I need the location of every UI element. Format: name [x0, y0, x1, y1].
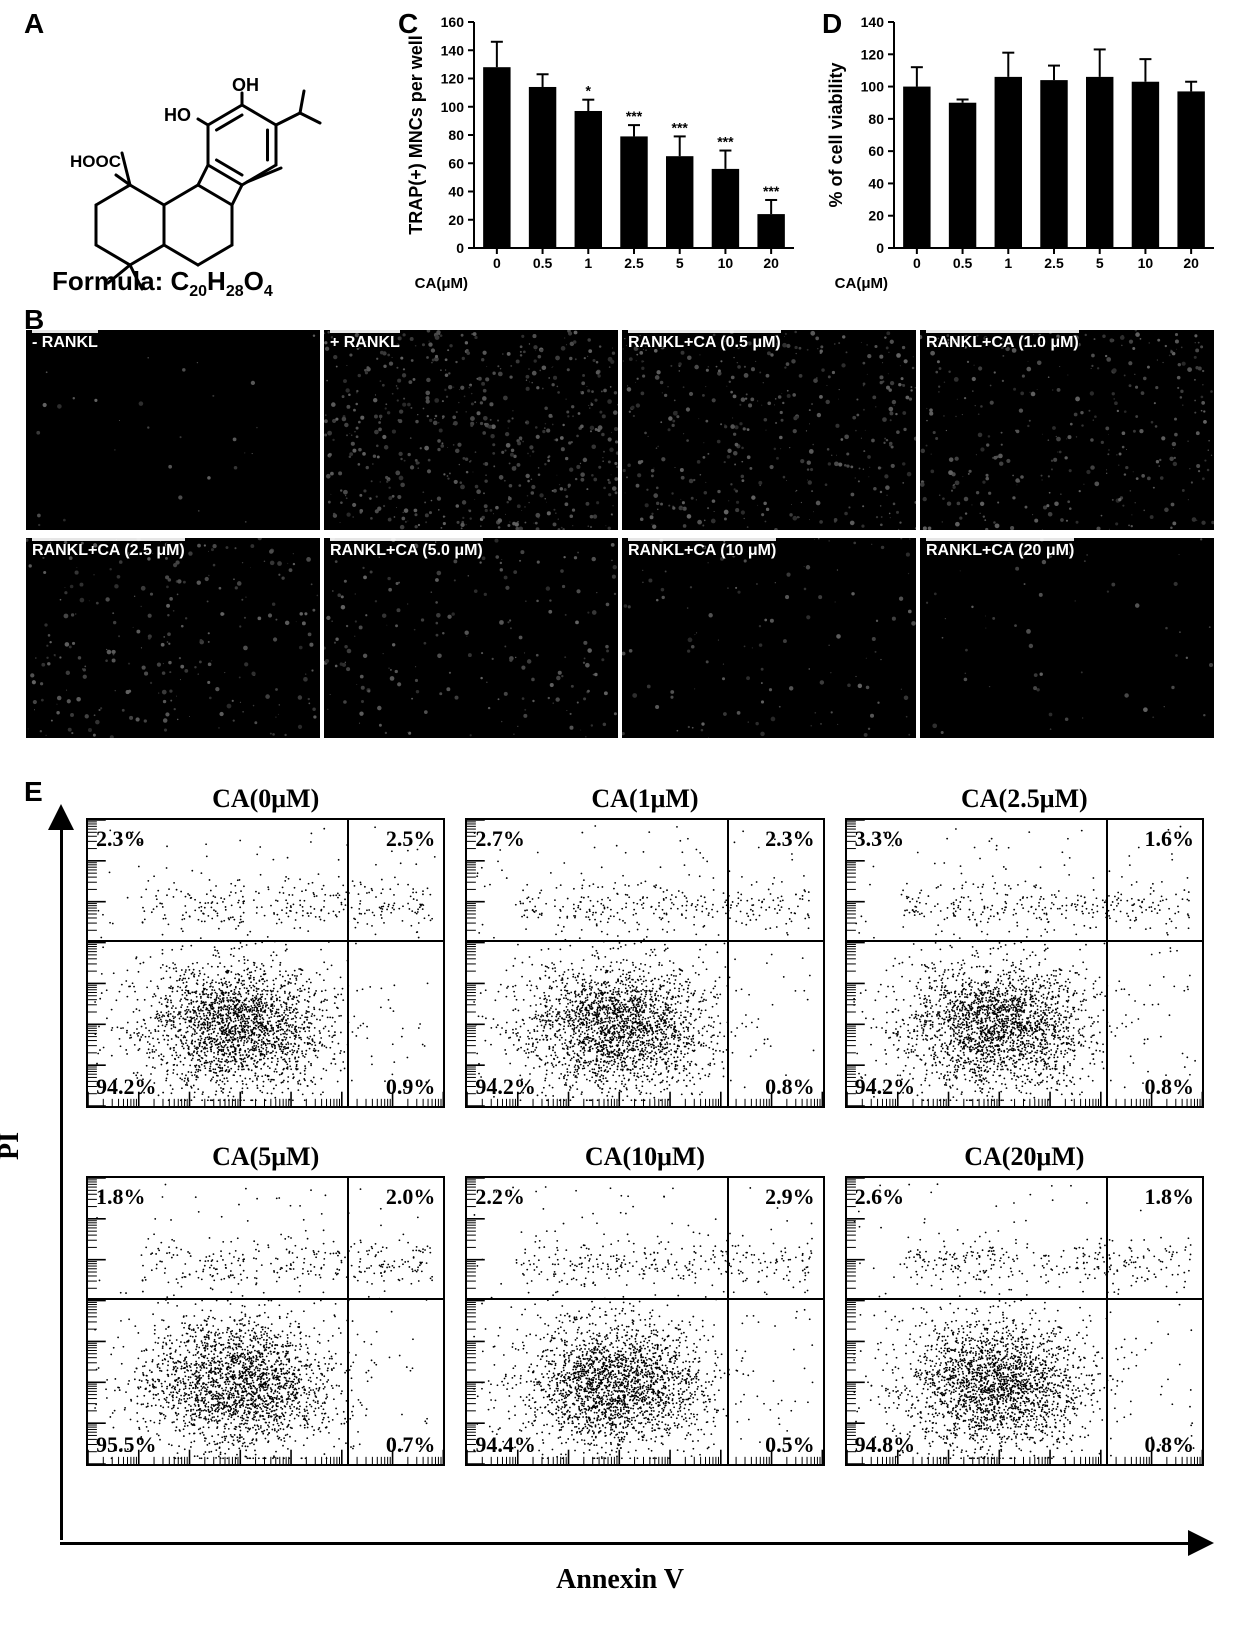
svg-text:OH: OH [232, 75, 259, 95]
micrograph-label-7: RANKL+CA (20 μM) [926, 542, 1074, 560]
svg-text:HO: HO [164, 105, 191, 125]
micrograph-label-6: RANKL+CA (10 μM) [628, 542, 776, 560]
flow-plot-3: CA(5μM) 1.8%2.0%95.5%0.7% [86, 1142, 445, 1482]
flow-box-1: 2.7%2.3%94.2%0.8% [465, 818, 824, 1108]
svg-text:0.5: 0.5 [953, 255, 973, 271]
micrograph-6: RANKL+CA (10 μM) [622, 538, 916, 738]
svg-text:20: 20 [448, 212, 464, 228]
micrograph-7: RANKL+CA (20 μM) [920, 538, 1214, 738]
svg-text:HOOC: HOOC [70, 152, 121, 171]
svg-text:% of cell viability: % of cell viability [826, 62, 846, 207]
flow-plot-5: CA(20μM) 2.6%1.8%94.8%0.8% [845, 1142, 1204, 1482]
formula-h: H [207, 266, 226, 296]
flow-title-1: CA(1μM) [465, 784, 824, 814]
svg-text:1: 1 [1004, 255, 1012, 271]
micrograph-4: RANKL+CA (2.5 μM) [26, 538, 320, 738]
svg-text:80: 80 [868, 111, 884, 127]
micrograph-2: RANKL+CA (0.5 μM) [622, 330, 916, 530]
micrograph-label-5: RANKL+CA (5.0 μM) [330, 542, 483, 560]
pi-axis-label: PI [0, 1132, 26, 1160]
pi-axis-arrowhead [48, 804, 74, 830]
panel-e-flowcytometry: CA(0μM) 2.3%2.5%94.2%0.9% CA(1μM) 2.7%2.3%9… [26, 784, 1214, 1482]
svg-text:0.5: 0.5 [533, 255, 553, 271]
flow-box-4: 2.2%2.9%94.4%0.5% [465, 1176, 824, 1466]
micrograph-3: RANKL+CA (1.0 μM) [920, 330, 1214, 530]
svg-text:0: 0 [456, 240, 464, 256]
svg-text:***: *** [672, 119, 689, 135]
panel-b-micrographs: - RANKL + RANKL RANKL+CA (0.5 μM) RANKL+CA … [26, 330, 1214, 738]
flow-plot-0: CA(0μM) 2.3%2.5%94.2%0.9% [86, 784, 445, 1124]
flow-title-2: CA(2.5μM) [845, 784, 1204, 814]
flow-box-0: 2.3%2.5%94.2%0.9% [86, 818, 445, 1108]
flow-box-2: 3.3%1.6%94.2%0.8% [845, 818, 1204, 1108]
svg-text:0: 0 [876, 240, 884, 256]
svg-text:*: * [586, 83, 592, 99]
svg-text:160: 160 [441, 14, 465, 30]
formula-text: Formula: C20H28O4 [52, 266, 273, 301]
panel-a-chemical-structure: HOOC OH HO [26, 10, 356, 310]
flow-box-3: 1.8%2.0%95.5%0.7% [86, 1176, 445, 1466]
formula-o-sub: 4 [264, 283, 273, 300]
svg-text:TRAP(+) MNCs per well: TRAP(+) MNCs per well [406, 35, 426, 235]
svg-text:5: 5 [1096, 255, 1104, 271]
svg-text:60: 60 [448, 155, 464, 171]
panel-d-svg: 020406080100120140% of cell viability00.… [824, 12, 1224, 302]
svg-text:60: 60 [868, 143, 884, 159]
svg-text:40: 40 [868, 175, 884, 191]
micrograph-label-4: RANKL+CA (2.5 μM) [32, 542, 185, 560]
svg-text:0: 0 [493, 255, 501, 271]
micrograph-label-2: RANKL+CA (0.5 μM) [628, 334, 781, 352]
pi-axis-arrow [60, 820, 63, 1540]
svg-text:20: 20 [868, 208, 884, 224]
svg-text:140: 140 [861, 14, 885, 30]
svg-text:10: 10 [1138, 255, 1154, 271]
svg-text:140: 140 [441, 42, 465, 58]
svg-text:20: 20 [763, 255, 779, 271]
micrograph-5: RANKL+CA (5.0 μM) [324, 538, 618, 738]
flow-title-5: CA(20μM) [845, 1142, 1204, 1172]
flow-plot-4: CA(10μM) 2.2%2.9%94.4%0.5% [465, 1142, 824, 1482]
svg-text:5: 5 [676, 255, 684, 271]
svg-text:0: 0 [913, 255, 921, 271]
flow-plot-2: CA(2.5μM) 3.3%1.6%94.2%0.8% [845, 784, 1204, 1124]
formula-c-prefix: Formula: C [52, 266, 189, 296]
svg-text:***: *** [626, 108, 643, 124]
flow-title-4: CA(10μM) [465, 1142, 824, 1172]
svg-text:10: 10 [718, 255, 734, 271]
panel-c-svg: 020406080100120140160TRAP(+) MNCs per we… [404, 12, 804, 302]
annexin-axis-label: Annexin V [0, 1564, 1240, 1644]
carnosic-acid-structure: HOOC OH HO [26, 10, 356, 310]
micrograph-label-3: RANKL+CA (1.0 μM) [926, 334, 1079, 352]
svg-text:***: *** [717, 134, 734, 150]
svg-text:CA(μM): CA(μM) [415, 275, 468, 292]
flow-title-0: CA(0μM) [86, 784, 445, 814]
svg-text:***: *** [763, 183, 780, 199]
flow-plot-1: CA(1μM) 2.7%2.3%94.2%0.8% [465, 784, 824, 1124]
svg-text:20: 20 [1183, 255, 1199, 271]
svg-text:40: 40 [448, 184, 464, 200]
micrograph-0: - RANKL [26, 330, 320, 530]
micrograph-label-1: + RANKL [330, 334, 400, 352]
flow-title-3: CA(5μM) [86, 1142, 445, 1172]
formula-o: O [244, 266, 264, 296]
formula-c-sub: 20 [189, 283, 207, 300]
panel-d-barchart: 020406080100120140% of cell viability00.… [824, 12, 1224, 302]
svg-text:100: 100 [441, 99, 465, 115]
annexin-axis-arrow [60, 1542, 1190, 1545]
micrograph-label-0: - RANKL [32, 334, 98, 352]
svg-text:100: 100 [861, 79, 885, 95]
svg-text:CA(μM): CA(μM) [835, 275, 888, 292]
svg-text:2.5: 2.5 [624, 255, 644, 271]
svg-text:120: 120 [861, 46, 885, 62]
svg-text:1: 1 [584, 255, 592, 271]
svg-text:2.5: 2.5 [1044, 255, 1064, 271]
svg-text:120: 120 [441, 71, 465, 87]
formula-h-sub: 28 [226, 283, 244, 300]
panel-c-barchart: 020406080100120140160TRAP(+) MNCs per we… [404, 12, 804, 302]
flow-box-5: 2.6%1.8%94.8%0.8% [845, 1176, 1204, 1466]
micrograph-1: + RANKL [324, 330, 618, 530]
svg-text:80: 80 [448, 127, 464, 143]
annexin-axis-arrowhead [1188, 1530, 1214, 1556]
